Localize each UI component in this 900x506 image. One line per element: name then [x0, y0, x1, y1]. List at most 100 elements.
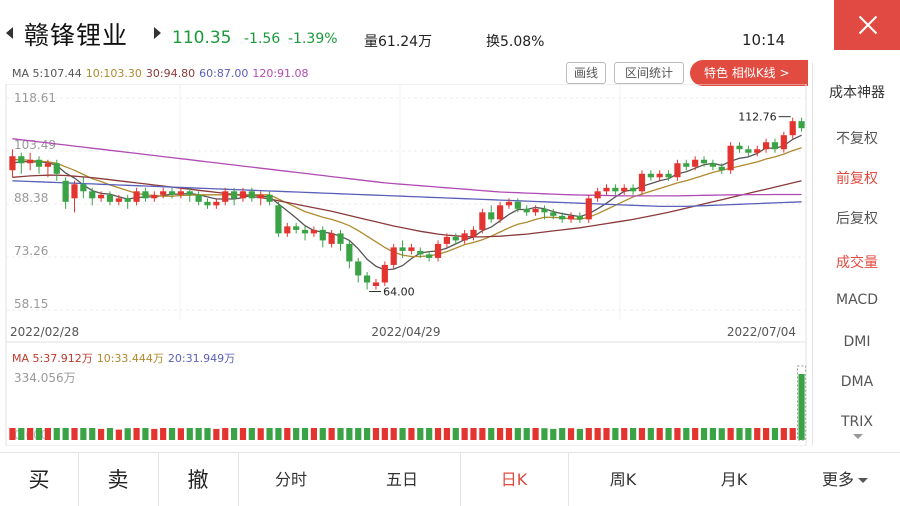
indicator-option[interactable]: MACD [836, 292, 878, 308]
volume-text: 量61.24万 [364, 34, 433, 50]
bottom-tab[interactable]: 周K [568, 453, 678, 506]
candle-body [177, 191, 185, 195]
bottom-tab[interactable]: 撤 [158, 453, 238, 506]
volume-bar [736, 428, 743, 440]
volume-bar [310, 428, 318, 440]
candle-body [612, 187, 619, 192]
volume-bar [35, 428, 43, 440]
volume-bar [523, 428, 530, 440]
indicator-option[interactable]: TRIX [841, 414, 873, 428]
candle-body [567, 215, 575, 220]
volume-bar [399, 428, 406, 440]
similar-kline-button[interactable]: 特色 相似K线 > [690, 60, 808, 86]
volume-bar [745, 428, 752, 440]
kline-chart[interactable]: 118.61 103.49 88.38 73.26 58.15 2022/02/28 202… [0, 84, 812, 446]
candle-body [44, 163, 52, 167]
candle-body [160, 191, 167, 195]
candle-body [629, 187, 637, 192]
ma-legend-item: 10:103.30 [85, 67, 142, 80]
volume-bar [718, 428, 725, 440]
candle-body [381, 264, 388, 283]
volume-bar [603, 428, 610, 440]
current-price: 110.35 [172, 28, 232, 48]
candle-body [789, 121, 796, 136]
volume-bar [355, 428, 362, 440]
volume-bar [408, 428, 415, 440]
prev-stock-arrow-icon[interactable] [6, 27, 13, 39]
scroll-down-icon[interactable] [853, 434, 863, 439]
bottom-tab-label: 周K [609, 470, 637, 489]
volume-bar [62, 428, 69, 440]
candle-body [594, 191, 601, 199]
candle-body [80, 184, 87, 192]
bottom-tab[interactable]: 日K [460, 453, 568, 506]
volume-bar [762, 428, 770, 440]
bottom-tab[interactable]: 买 [0, 453, 78, 506]
indicator-option[interactable]: 后复权 [836, 211, 878, 227]
volume-bar [417, 428, 424, 440]
indicator-option[interactable]: DMI [843, 334, 871, 350]
bottom-tab[interactable]: 卖 [78, 453, 158, 506]
draw-line-button[interactable]: 画线 [566, 62, 606, 84]
indicator-option[interactable]: DMA [840, 374, 874, 390]
candle-body [665, 173, 672, 178]
candle-body [115, 198, 122, 202]
candle-body [550, 212, 557, 216]
candle-body [576, 215, 584, 220]
volume-bar [213, 428, 220, 440]
candle-body [621, 187, 628, 192]
next-stock-arrow-icon[interactable] [154, 27, 161, 39]
volume-ma-legend: MA 5:37.912万 10:33.444万 20:31.949万 [12, 350, 239, 366]
interval-stats-button[interactable]: 区间统计 [614, 62, 684, 84]
candle-body [585, 198, 592, 220]
volume-bar [514, 428, 521, 440]
tab-separator [238, 453, 239, 506]
volume-bar [275, 428, 282, 440]
candle-body [496, 205, 504, 220]
candle-body [151, 194, 158, 199]
candle-body [638, 173, 646, 192]
candle-body [168, 191, 176, 195]
candle-body [284, 226, 291, 234]
volume-bar [390, 428, 397, 440]
y-tick-label: 103.49 [14, 138, 56, 152]
indicator-option[interactable]: 不复权 [836, 131, 878, 147]
indicator-option[interactable]: 前复权 [836, 171, 878, 187]
candle-body [89, 191, 96, 199]
volume-bar [629, 428, 637, 440]
x-axis-label: 2022/04/29 [371, 325, 440, 339]
x-axis-label: 2022/07/04 [727, 325, 796, 339]
candle-body [541, 208, 548, 213]
volume-bar [301, 428, 309, 440]
indicator-panel: 成本神器不复权前复权后复权成交量 MACD DMI DMA TRIX [812, 62, 900, 446]
bottom-tab[interactable]: 分时 [238, 453, 344, 506]
volume-bar [124, 428, 131, 440]
ma-legend-item: 30:94.80 [145, 67, 196, 80]
volume-bar [541, 428, 548, 440]
candle-body [133, 191, 140, 202]
candle-body [426, 254, 433, 258]
volume-bar [168, 428, 176, 440]
candle-body [186, 191, 193, 195]
close-icon[interactable] [834, 0, 900, 50]
volume-bar [612, 428, 619, 440]
bottom-tab-label: 更多 [821, 470, 854, 489]
candle-body [390, 247, 397, 265]
low-marker-label: 64.00 [383, 285, 415, 298]
volume-bar [142, 428, 149, 440]
candle-body [700, 159, 708, 164]
bottom-tab[interactable]: 更多 [790, 453, 900, 506]
volume-bar [505, 428, 513, 440]
candle-body [692, 159, 699, 167]
volume-bar [106, 428, 114, 440]
ma-legend-item: 60:87.00 [199, 67, 249, 80]
volume-bar [97, 428, 105, 440]
indicator-option[interactable]: 成本神器 [829, 85, 885, 101]
indicator-option[interactable]: 成交量 [836, 255, 878, 271]
bottom-tab[interactable]: 五日 [344, 453, 460, 506]
bottom-tab[interactable]: 月K [678, 453, 790, 506]
ma-legend-item: 20:31.949万 [167, 352, 236, 365]
tab-separator [78, 453, 79, 506]
candle-body [718, 166, 725, 171]
candle-body [559, 215, 566, 220]
